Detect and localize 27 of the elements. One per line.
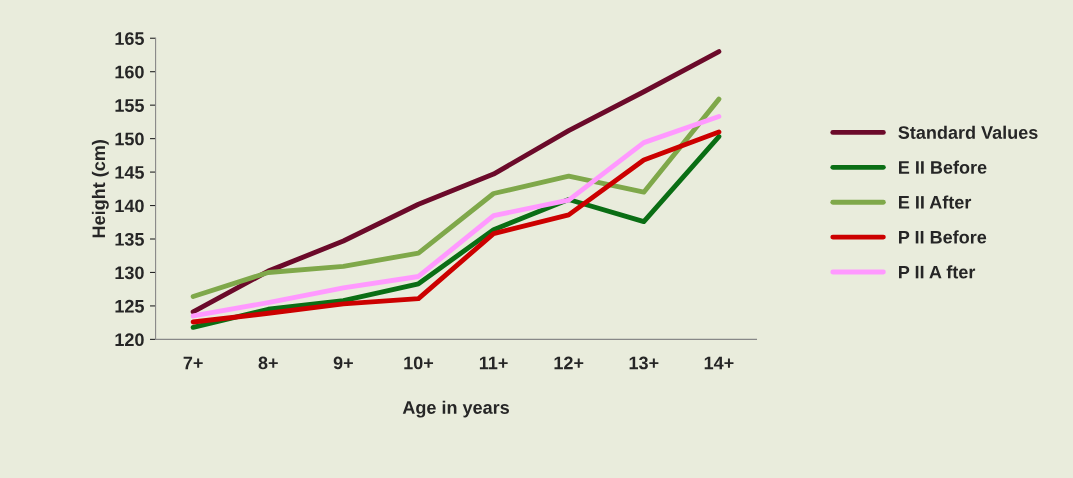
x-tick-label: 13+ — [629, 356, 659, 370]
x-tick-label: 12+ — [554, 356, 584, 370]
legend-label: E II Before — [899, 160, 987, 174]
y-tick-label: 150 — [115, 132, 144, 146]
y-tick-label: 140 — [115, 199, 144, 213]
y-tick-label: 145 — [115, 166, 144, 179]
x-tick-label: 7+ — [183, 356, 203, 370]
y-tick-label: 155 — [115, 99, 144, 112]
x-tick-label: 14+ — [704, 356, 734, 370]
line-series — [190, 96, 722, 299]
y-tick-label: 160 — [115, 65, 144, 79]
y-tick-label: 130 — [115, 266, 144, 280]
x-tick-label: 10+ — [404, 356, 434, 370]
y-tick-label: 125 — [115, 299, 144, 313]
y-axis-title: Height (cm) — [91, 140, 109, 238]
legend-label: P II Before — [899, 230, 987, 244]
legend-label: Standard Values — [898, 125, 1038, 139]
y-tick-label: 135 — [115, 232, 144, 246]
y-tick-label: 120 — [115, 333, 144, 347]
x-tick-label: 11+ — [479, 356, 508, 370]
legend-label: E II After — [899, 195, 972, 209]
x-tick-label: 8+ — [258, 356, 278, 370]
x-axis-title: Age in years — [402, 400, 509, 418]
x-tick-label: 9+ — [333, 356, 353, 370]
legend-label: P II A fter — [899, 265, 976, 279]
y-tick-label: 165 — [115, 32, 144, 45]
line-series — [190, 49, 722, 315]
